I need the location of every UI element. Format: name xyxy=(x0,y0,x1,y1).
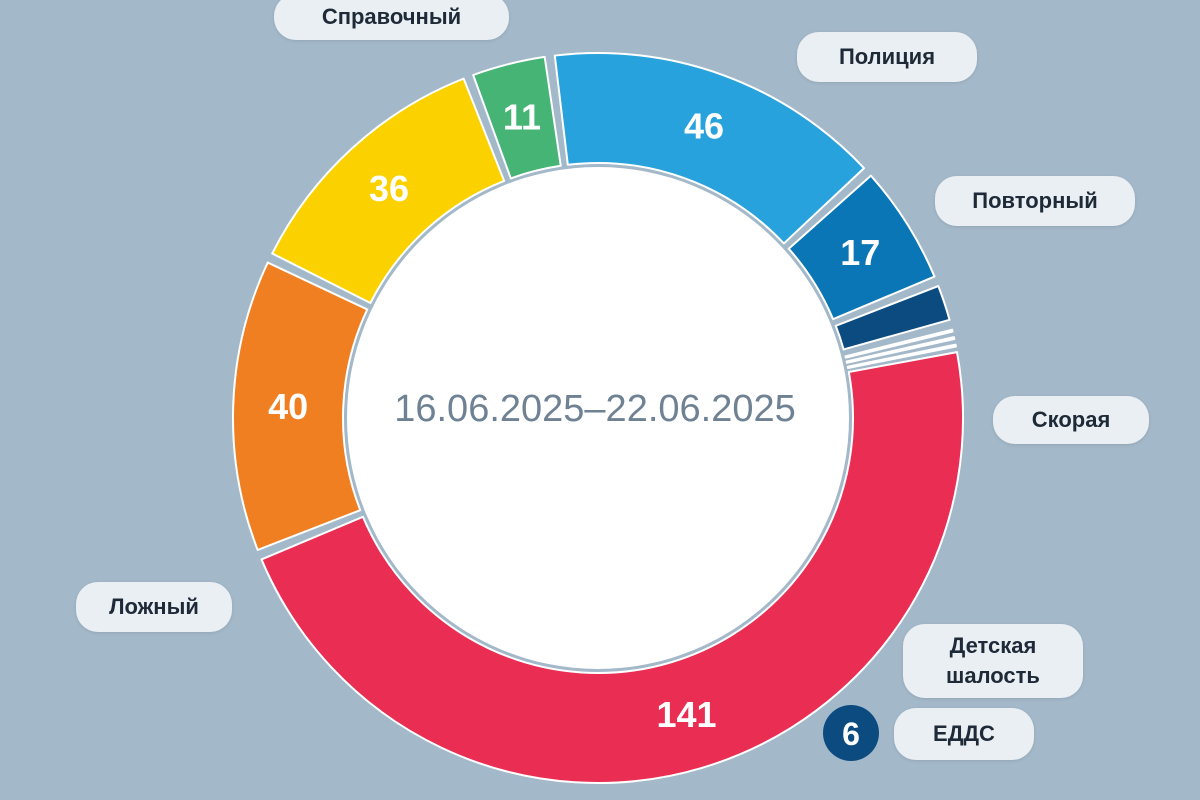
slice-7 xyxy=(845,336,956,364)
date-range-label: 16.06.2025–22.06.2025 xyxy=(394,388,796,430)
edds-value-text: 6 xyxy=(842,716,860,752)
slice-label-1: 36 xyxy=(369,168,409,209)
edds-value-badge xyxy=(823,705,879,761)
slice-8 xyxy=(846,343,957,370)
slice-label-3: 46 xyxy=(684,106,724,147)
slice-2 xyxy=(472,55,562,180)
legend-policiya: Полиция xyxy=(797,32,977,82)
slice-0 xyxy=(232,261,369,551)
legend-lozhny: Ложный xyxy=(76,582,232,632)
slice-4 xyxy=(787,174,936,321)
legend-povtorny: Повторный xyxy=(935,176,1135,226)
slice-3 xyxy=(553,52,866,245)
slice-label-9: 141 xyxy=(657,694,717,735)
slice-9 xyxy=(260,351,964,784)
legend-edds: ЕДДС xyxy=(894,708,1034,760)
donut-center xyxy=(347,167,849,669)
legend-skoraya: Скорая xyxy=(993,396,1149,444)
slice-6 xyxy=(844,328,954,359)
slice-label-4: 17 xyxy=(840,232,880,273)
slice-label-0: 40 xyxy=(268,386,308,427)
slice-5 xyxy=(834,285,951,351)
legend-detskaya-shalost: Детская шалость xyxy=(903,624,1083,698)
slice-label-2: 11 xyxy=(503,96,541,137)
slice-1 xyxy=(271,77,506,305)
legend-spravochny: Справочный xyxy=(274,0,509,40)
